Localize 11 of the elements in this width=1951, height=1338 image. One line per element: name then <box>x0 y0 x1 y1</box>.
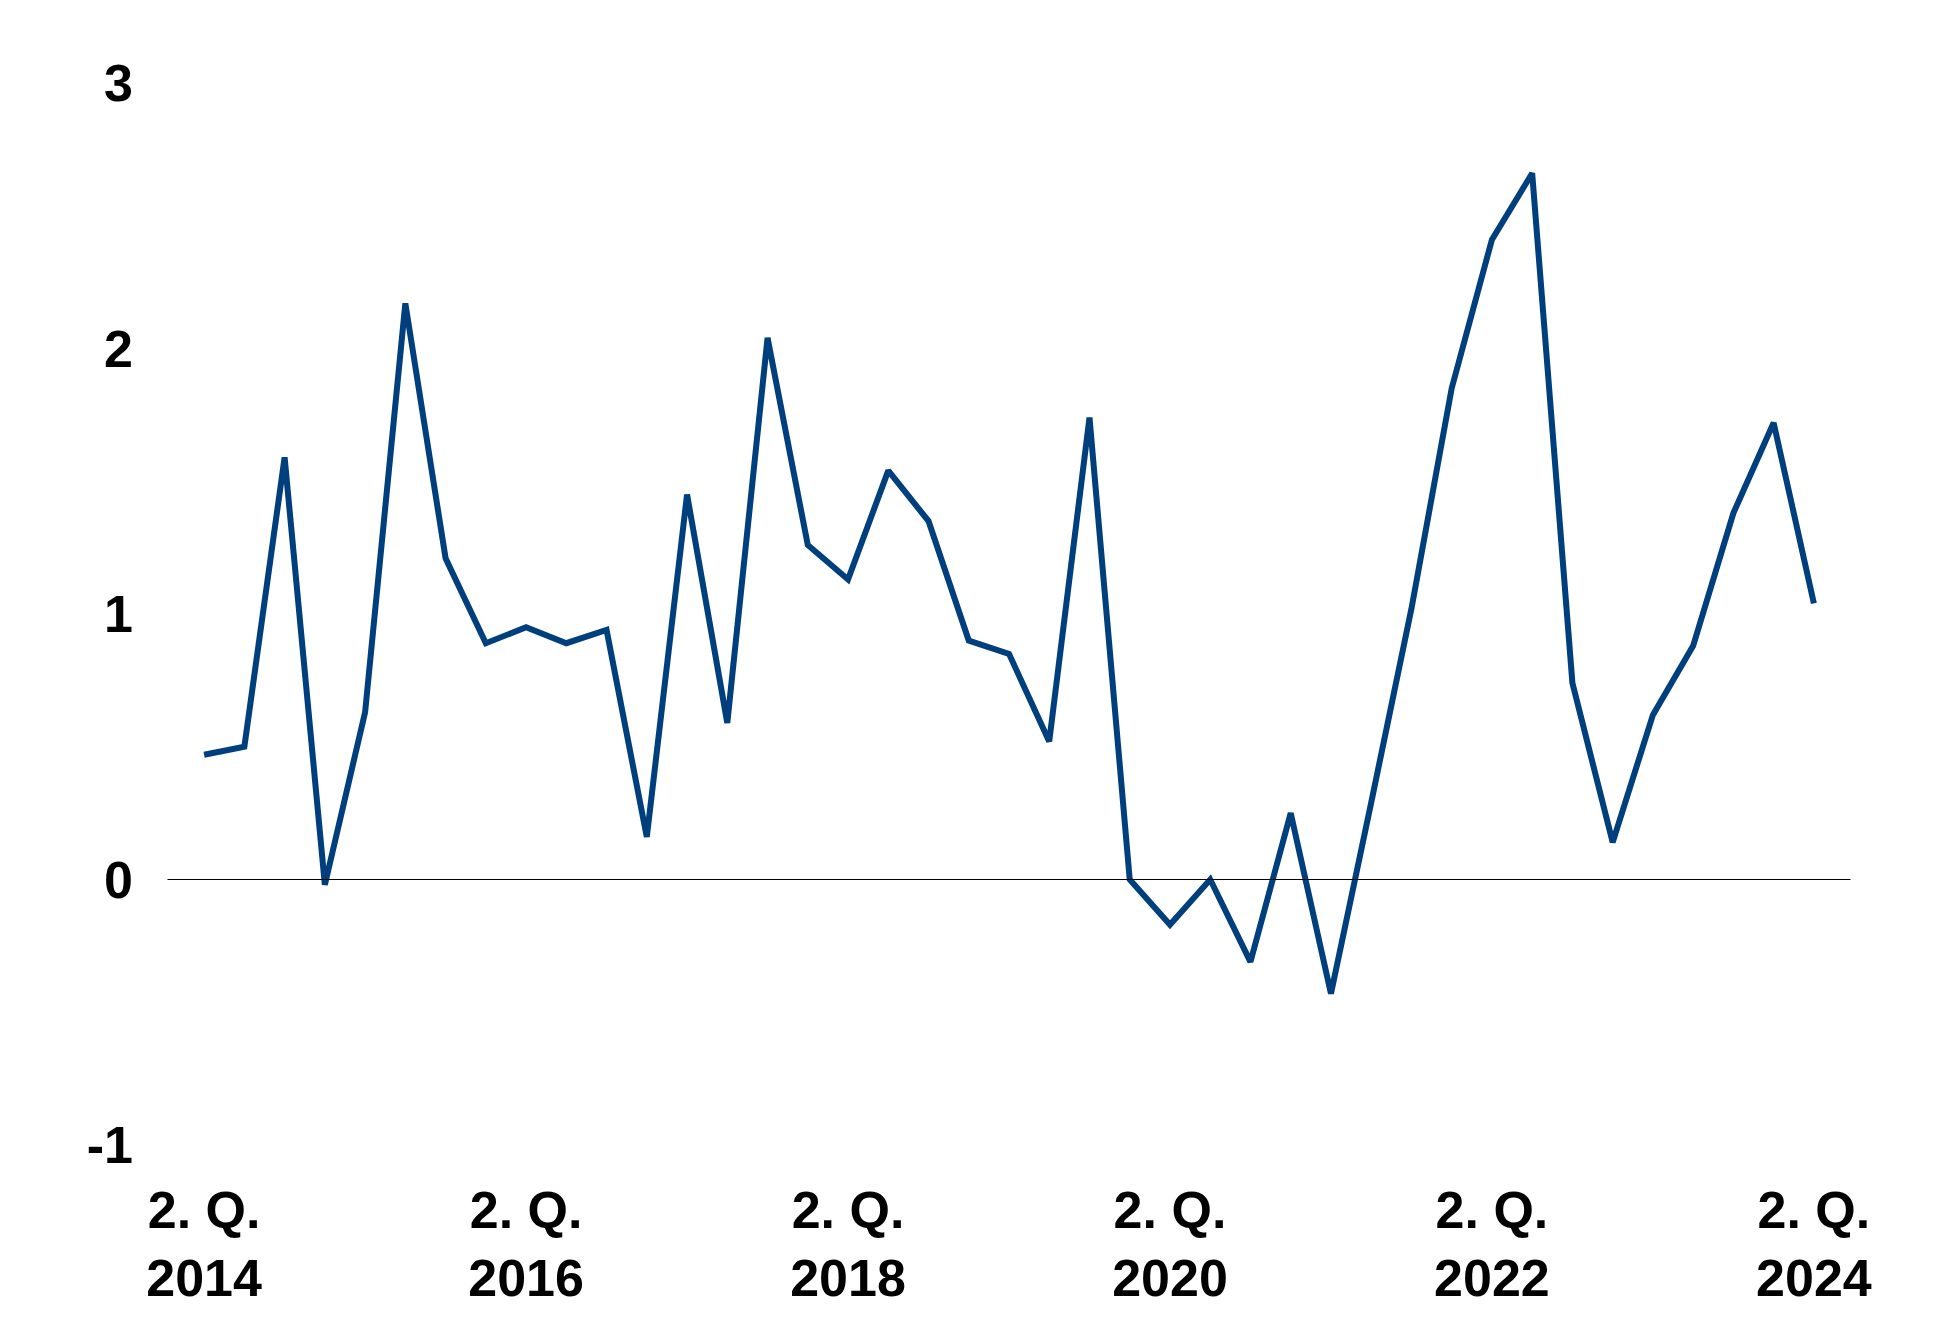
y-tick-label: 2 <box>104 319 133 378</box>
y-tick-label: 0 <box>104 850 133 909</box>
x-tick-label: 2. Q. 2016 <box>468 1181 584 1307</box>
x-tick-label: 2. Q. 2024 <box>1756 1181 1872 1307</box>
x-tick-label: 2. Q. 2014 <box>146 1181 263 1307</box>
y-tick-label: 1 <box>104 585 133 644</box>
x-tick-label: 2. Q. 2022 <box>1434 1181 1550 1307</box>
x-tick-label: 2. Q. 2018 <box>790 1181 906 1307</box>
y-tick-label: 3 <box>104 54 133 113</box>
x-tick-label: 2. Q. 2020 <box>1112 1181 1228 1307</box>
y-tick-label: -1 <box>86 1116 133 1175</box>
